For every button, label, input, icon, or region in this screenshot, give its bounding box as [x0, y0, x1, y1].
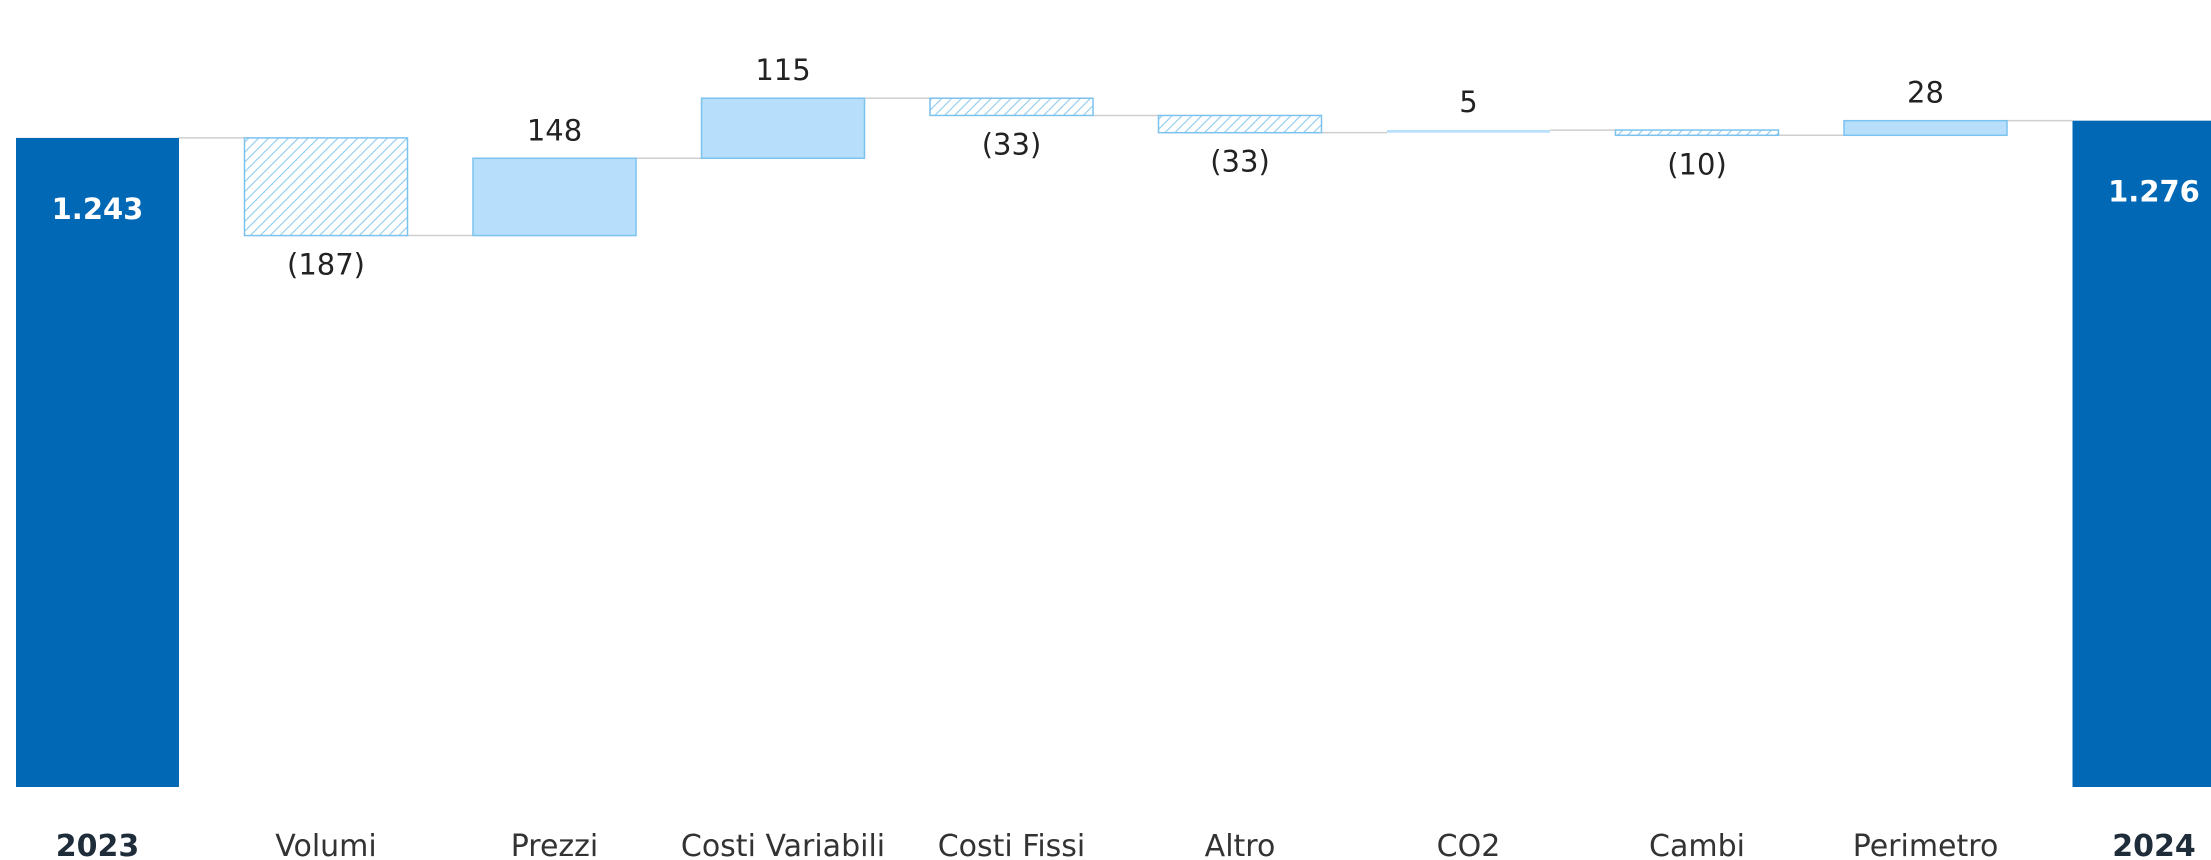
bar-costi-fissi [929, 97, 1094, 117]
category-label-perimetro: Perimetro [1853, 829, 1999, 860]
category-label-prezzi: Prezzi [511, 829, 599, 860]
category-labels-group: 2023 Volumi Prezzi Costi Variabili Costi Fis… [56, 829, 2196, 860]
bars-group [16, 97, 2211, 788]
bar-co2 [1387, 130, 1550, 133]
bar-perimetro [1843, 119, 2008, 137]
value-label-costi-variabili: 115 [755, 53, 810, 87]
value-label-2024: 1.276 [2108, 175, 2200, 209]
connector-lines [179, 97, 2073, 237]
category-label-volumi: Volumi [275, 829, 376, 860]
bar-volumi [243, 137, 409, 237]
value-label-2023: 1.243 [52, 192, 144, 226]
bar-altro [1157, 114, 1323, 134]
category-label-altro: Altro [1205, 829, 1276, 860]
category-label-2023: 2023 [56, 829, 140, 860]
bar-cambi [1614, 129, 1780, 137]
category-label-2024: 2024 [2112, 829, 2196, 860]
bar-prezzi [472, 157, 637, 237]
category-label-co2: CO2 [1437, 829, 1501, 860]
value-label-co2: 5 [1459, 85, 1477, 119]
category-label-costi-fissi: Costi Fissi [938, 829, 1086, 860]
value-label-prezzi: 148 [527, 113, 582, 147]
value-label-volumi: (187) [287, 248, 365, 282]
bar-2024 [2072, 120, 2211, 788]
value-labels-group: 1.243 (187) 148 115 (33) (33) 5 (10) 28 1.276 [52, 53, 2200, 281]
value-label-cambi: (10) [1667, 147, 1727, 181]
value-label-perimetro: 28 [1907, 76, 1944, 110]
bar-2023 [16, 137, 179, 787]
value-label-costi-fissi: (33) [982, 127, 1042, 161]
bar-costi-variabili [700, 97, 866, 160]
category-label-cambi: Cambi [1649, 829, 1745, 860]
category-label-costi-variabili: Costi Variabili [681, 829, 885, 860]
value-label-altro: (33) [1210, 145, 1270, 179]
